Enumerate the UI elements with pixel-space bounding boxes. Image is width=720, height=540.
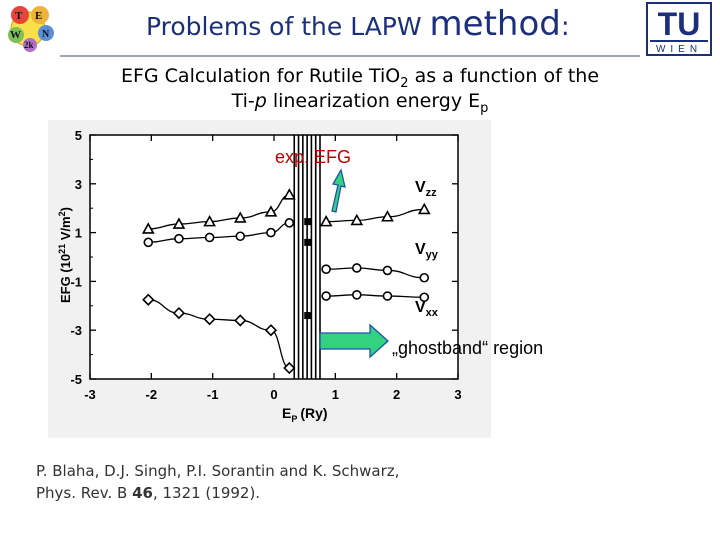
point-Vzz-9	[417, 202, 431, 215]
wien2k-logo: T E W N 2k	[8, 6, 54, 52]
point-Vxx-3	[419, 292, 430, 303]
wien-logo-text: WIEN	[656, 44, 702, 55]
y-tick-label-0: 5	[75, 128, 82, 143]
subtitle-line2-sub: p	[480, 100, 489, 116]
tu-wien-logo: TU WIEN	[646, 2, 712, 56]
point-Vxx-left-1	[172, 306, 186, 320]
x-tick-label-0: -3	[84, 387, 96, 402]
plot-frame	[89, 134, 459, 380]
point-Vxx-left-2	[203, 313, 216, 326]
citation: P. Blaha, D.J. Singh, P.I. Sorantin and …	[36, 460, 399, 504]
citation-volume: 46	[132, 484, 153, 502]
title-divider	[60, 55, 640, 57]
point-Vzz-5	[282, 188, 296, 200]
logo-letter-e: E	[35, 10, 42, 22]
subtitle-line2-b: linearization energy E	[266, 90, 481, 112]
citation-line1: P. Blaha, D.J. Singh, P.I. Sorantin and …	[36, 462, 400, 480]
label-vzz-sub: zz	[426, 187, 438, 199]
point-Vyy-7	[351, 263, 362, 273]
point-mid-2	[304, 312, 312, 320]
y-tick-label-1: 3	[75, 177, 82, 192]
point-Vxx-left-4	[264, 324, 278, 337]
point-mid-0	[304, 218, 312, 226]
point-Vyy-4	[266, 227, 276, 238]
label-vyy-sub: yy	[426, 249, 439, 261]
ghostband-arrow	[319, 323, 389, 359]
point-Vyy-2	[204, 232, 215, 243]
point-Vyy-1	[174, 233, 184, 244]
subtitle-line1: EFG Calculation for Rutile TiO2 as a fun…	[0, 65, 720, 91]
subtitle-line2-italic: p	[254, 90, 267, 112]
slide-title: Problems of the LAPW method:	[146, 4, 606, 48]
annotation-ghostband: „ghostband“ region	[392, 338, 543, 358]
point-Vzz-0	[141, 222, 155, 234]
logo-letter-2k: 2k	[24, 40, 34, 50]
subtitle-line2-a: Ti-	[231, 90, 255, 112]
point-Vxx-2	[382, 291, 393, 301]
point-Vzz-8	[381, 210, 394, 222]
point-Vzz-3	[233, 211, 247, 223]
subtitle-line1-b: as a function of the	[408, 65, 600, 87]
y-tick-label-4: -3	[70, 323, 82, 338]
y-axis-label: EFG (1021 V/m2)	[57, 207, 73, 303]
title-part3: :	[560, 12, 570, 42]
x-tick-label-5: 2	[393, 387, 400, 402]
point-Vyy-6	[321, 264, 331, 275]
ghostband-lines	[293, 135, 321, 379]
x-tick-label-2: -1	[207, 387, 219, 402]
curve-Vyy-1	[326, 267, 425, 279]
point-Vyy-9	[419, 272, 430, 283]
subtitle-line2: Ti-p linearization energy Ep	[0, 90, 720, 116]
citation-line2: Phys. Rev. B 46, 1321 (1992).	[36, 482, 399, 504]
x-tick-label-1: -2	[146, 387, 158, 402]
point-Vyy-3	[235, 231, 246, 242]
point-Vxx-0	[321, 291, 331, 301]
point-Vyy-0	[143, 237, 154, 248]
logo-letter-t: T	[15, 10, 23, 22]
logo-letter-n: N	[42, 29, 50, 40]
point-Vxx-left-0	[142, 293, 155, 306]
citation-journal: Phys. Rev. B	[36, 484, 133, 502]
point-Vxx-1	[351, 290, 362, 300]
point-Vzz-4	[264, 205, 278, 217]
label-vxx-sub: xx	[426, 307, 439, 319]
point-Vxx-left-5	[283, 361, 296, 375]
curve-Vxx-0	[326, 294, 425, 298]
point-Vzz-2	[203, 214, 216, 227]
tu-logo-text: TU	[658, 6, 701, 42]
x-tick-label-3: 0	[270, 387, 277, 402]
citation-pages: , 1321 (1992).	[152, 484, 261, 502]
annotation-exp-efg: exp. EFG	[275, 147, 351, 167]
y-tick-label-2: 1	[75, 226, 82, 241]
x-axis-label: EP (Ry)	[282, 405, 328, 424]
point-mid-1	[304, 238, 312, 246]
point-Vzz-7	[350, 213, 364, 226]
x-tick-label-6: 3	[454, 387, 461, 402]
subtitle-line1-sub: 2	[400, 75, 409, 91]
point-Vyy-8	[382, 265, 393, 276]
logo-letter-w: W	[10, 29, 21, 41]
exp-efg-arrow	[331, 168, 346, 213]
title-part1: Problems of the LAPW	[146, 12, 430, 41]
point-Vzz-1	[172, 217, 186, 229]
title-part2: method	[429, 4, 561, 44]
subtitle-line1-a: EFG Calculation for Rutile TiO	[120, 65, 401, 87]
point-Vyy-5	[284, 218, 295, 228]
y-tick-label-5: -5	[70, 372, 82, 387]
point-Vxx-left-3	[234, 314, 247, 327]
point-Vzz-6	[319, 214, 333, 227]
x-tick-label-4: 1	[332, 387, 339, 402]
y-tick-label-3: -1	[70, 274, 82, 289]
curve-Vzz-1	[326, 208, 425, 223]
series-markers	[141, 188, 431, 375]
